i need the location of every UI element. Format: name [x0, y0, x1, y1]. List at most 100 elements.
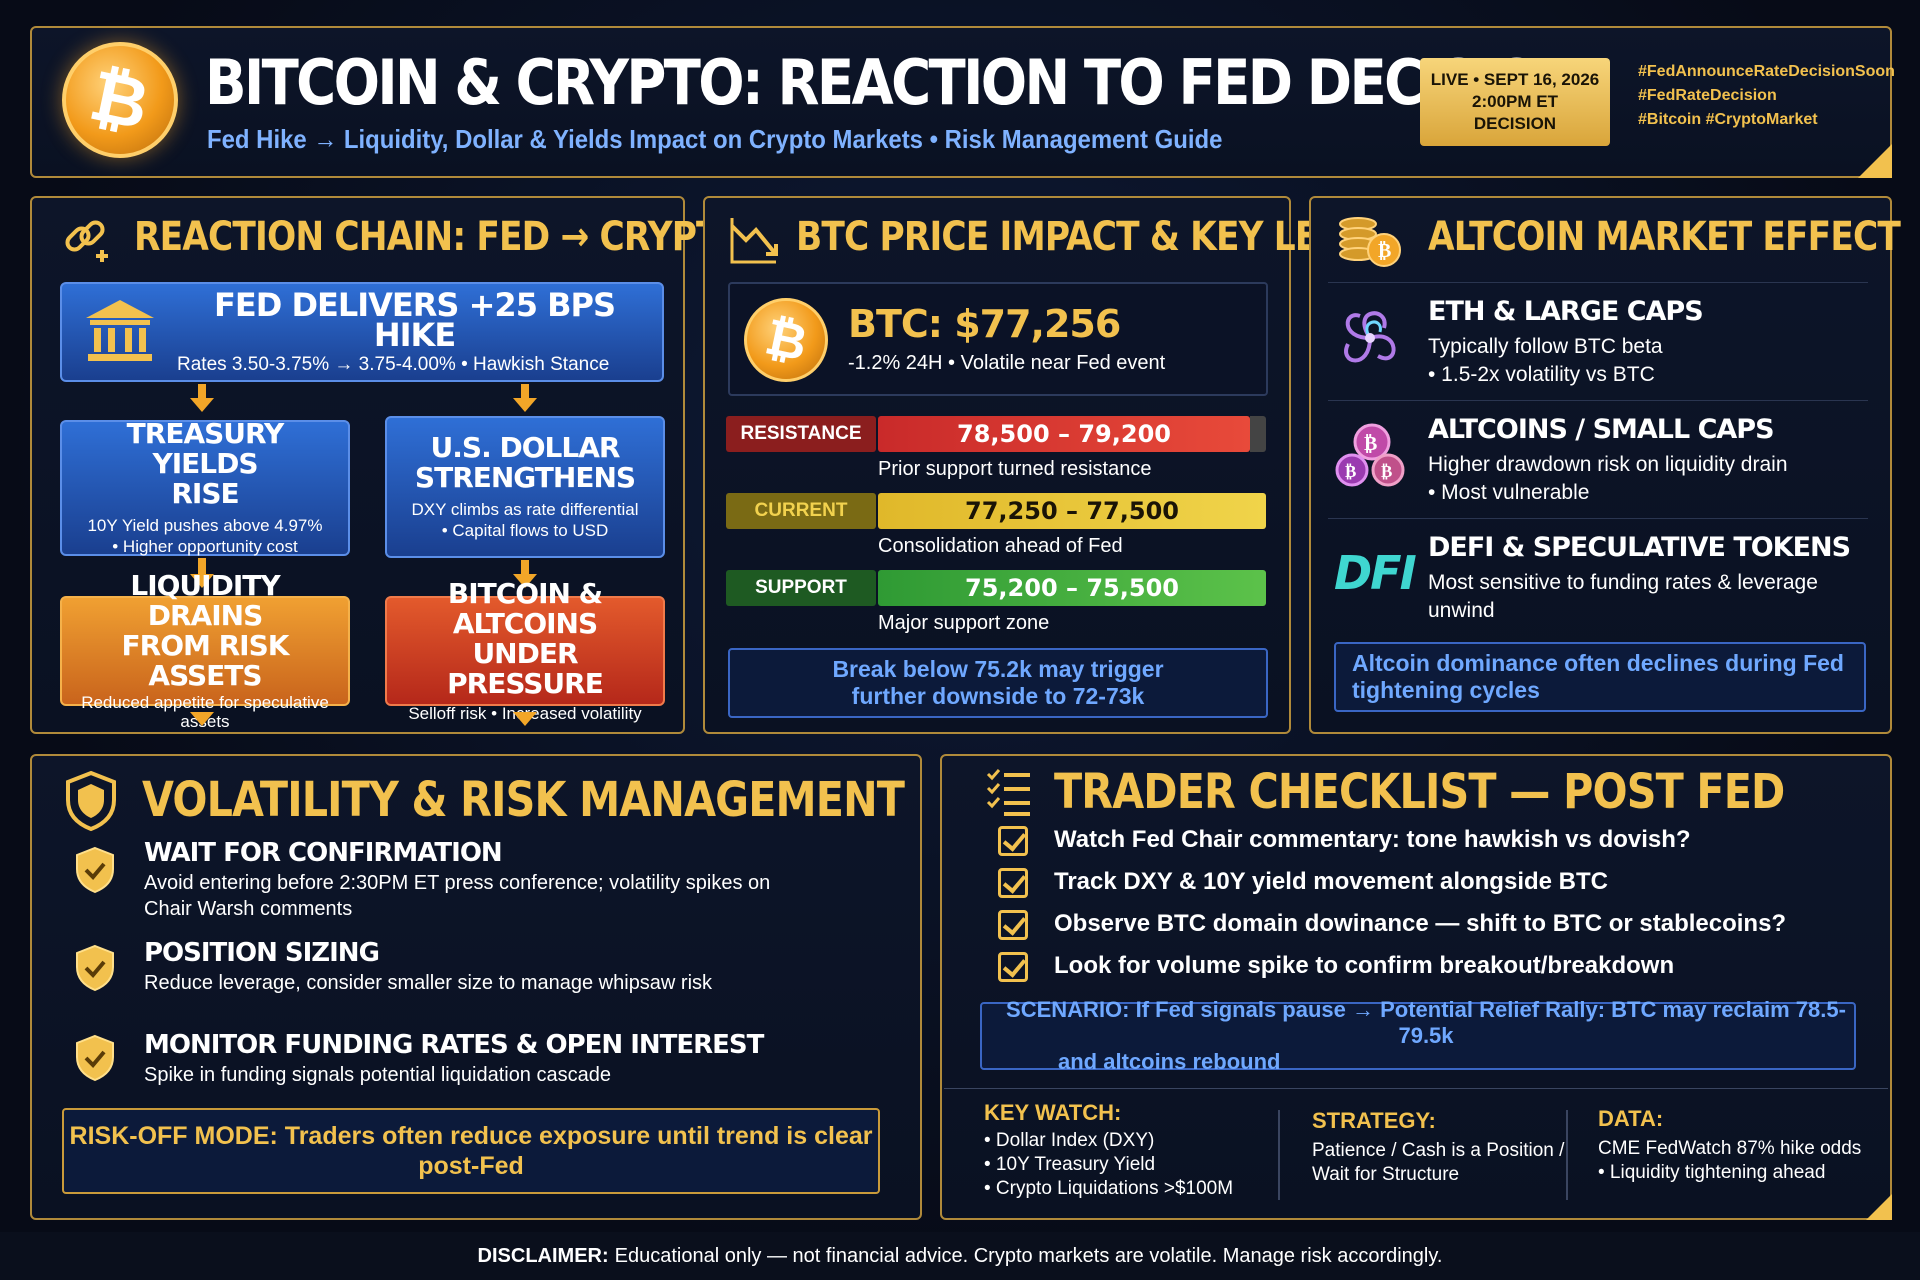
resistance-tag: RESISTANCE	[726, 416, 876, 452]
disclaimer-text: Educational only — not financial advice.…	[614, 1244, 1443, 1267]
resistance-range: 78,500 – 79,200	[878, 416, 1250, 452]
risk-off-note: RISK-OFF MODE: Traders often reduce expo…	[62, 1108, 880, 1194]
data-text: CME FedWatch 87% hike odds	[1598, 1138, 1862, 1159]
checkbox-icon[interactable]	[998, 910, 1028, 940]
current-level: CURRENT 77,250 – 77,500 Consolidation ah…	[726, 493, 1266, 557]
defi-title: DEFI & SPECULATIVE TOKENS	[1428, 532, 1851, 563]
break-below-note: Break below 75.2k may trigger further do…	[728, 648, 1268, 718]
us-dollar-title-1: U.S. DOLLAR	[430, 431, 621, 464]
risk-off-label: RISK-OFF MODE:	[69, 1122, 278, 1150]
key-watch-item: • 10Y Treasury Yield	[984, 1154, 1156, 1175]
checklist-title: TRADER CHECKLIST — POST FED	[1054, 764, 1785, 820]
support-range: 75,200 – 75,500	[878, 570, 1266, 606]
bank-icon	[86, 300, 154, 361]
shield-icon	[66, 770, 116, 832]
key-watch-item: • Dollar Index (DXY)	[984, 1130, 1155, 1151]
live-badge: LIVE • SEPT 16, 2026 2:00PM ET DECISION	[1420, 58, 1610, 146]
risk-item-sub: Avoid entering before 2:30PM ET press co…	[144, 872, 771, 894]
shield-check-icon	[76, 1034, 114, 1082]
page-subtitle: Fed Hike → Liquidity, Dollar & Yields Im…	[207, 124, 1223, 154]
defi-logo: DFI	[1334, 546, 1417, 600]
risk-item-sub: Chair Warsh comments	[144, 898, 353, 920]
chain-link-icon	[65, 220, 108, 262]
liquidity-title-2: FROM RISK ASSETS	[121, 629, 290, 692]
fed-hike-title: FED DELIVERS +25 BPS HIKE	[214, 285, 616, 354]
eth-swirl-icon	[1344, 311, 1396, 363]
strategy-text-2: Wait for Structure	[1312, 1164, 1460, 1185]
coins-stack-icon: ₿	[1339, 217, 1401, 267]
risk-item-title: MONITOR FUNDING RATES & OPEN INTEREST	[144, 1030, 764, 1060]
strategy-title: STRATEGY:	[1312, 1108, 1436, 1133]
support-level: SUPPORT 75,200 – 75,500 Major support zo…	[726, 570, 1266, 634]
strategy-text: Patience / Cash is a Position /	[1312, 1140, 1565, 1161]
risk-title: VOLATILITY & RISK MANAGEMENT	[142, 772, 905, 828]
eth-sub-1: Typically follow BTC beta	[1428, 335, 1663, 358]
defi-sub-1: Most sensitive to funding rates & levera…	[1428, 571, 1818, 594]
liquidity-drains-box: LIQUIDITY DRAINS FROM RISK ASSETS Reduce…	[60, 571, 350, 731]
current-note: Consolidation ahead of Fed	[878, 535, 1123, 557]
svg-text:₿: ₿	[1364, 431, 1377, 455]
data-title: DATA:	[1598, 1106, 1664, 1131]
resistance-level: RESISTANCE 78,500 – 79,200 Prior support…	[726, 416, 1266, 480]
defi-sub-2: unwind	[1428, 599, 1495, 622]
hashtag: #FedAnnounceRateDecisionSoon	[1638, 63, 1895, 80]
btc-pressure-title-1: BITCOIN & ALTCOINS	[447, 576, 603, 640]
support-tag: SUPPORT	[726, 570, 876, 606]
fed-hike-sub: Rates 3.50-3.75% → 3.75-4.00% • Hawkish …	[177, 353, 610, 375]
svg-text:₿: ₿	[1381, 462, 1392, 482]
svg-text:₿: ₿	[1345, 462, 1356, 482]
checkbox-icon[interactable]	[998, 826, 1028, 856]
risk-item-title: POSITION SIZING	[144, 938, 380, 968]
small-caps-sub-2: • Most vulnerable	[1428, 481, 1590, 504]
liquidity-title-1: LIQUIDITY DRAINS	[130, 569, 280, 632]
btc-change: -1.2% 24H • Volatile near Fed event	[848, 352, 1166, 374]
checkbox-icon[interactable]	[998, 868, 1028, 898]
page-title: BITCOIN & CRYPTO: REACTION TO FED DECISI…	[205, 46, 1583, 119]
checklist-item: Watch Fed Chair commentary: tone hawkish…	[1054, 826, 1691, 853]
eth-sub-2: • 1.5-2x volatility vs BTC	[1428, 363, 1655, 386]
risk-item-title: WAIT FOR CONFIRMATION	[144, 838, 503, 868]
us-dollar-sub-2: • Capital flows to USD	[441, 521, 609, 540]
data-text-2: • Liquidity tightening ahead	[1598, 1162, 1826, 1183]
shield-check-icon	[76, 846, 114, 894]
us-dollar-title-2: STRENGTHENS	[414, 461, 636, 494]
checklist-item: Track DXY & 10Y yield movement alongside…	[1054, 868, 1608, 895]
checklist-icon	[986, 769, 1030, 816]
us-dollar-box: U.S. DOLLAR STRENGTHENS DXY climbs as ra…	[385, 416, 665, 558]
current-tag: CURRENT	[726, 493, 876, 529]
btc-price: BTC: $77,256	[848, 302, 1121, 346]
hashtags: #FedAnnounceRateDecisionSoon #FedRateDec…	[1638, 60, 1895, 132]
treasury-yields-box: TREASURY YIELDS RISE 10Y Yield pushes ab…	[60, 417, 350, 556]
btc-pressure-title-2: UNDER PRESSURE	[447, 636, 604, 700]
reaction-chain-title: REACTION CHAIN: FED → CRYPTO	[134, 214, 748, 260]
liquidity-sub-1: Reduced appetite for speculative	[81, 693, 329, 712]
current-range: 77,250 – 77,500	[878, 493, 1266, 529]
svg-text:₿: ₿	[1378, 238, 1391, 262]
key-watch-title: KEY WATCH:	[984, 1100, 1122, 1125]
live-date: LIVE • SEPT 16, 2026	[1430, 70, 1600, 89]
scenario-note: SCENARIO: If Fed signals pause → Potenti…	[980, 997, 1856, 1074]
hashtag: #Bitcoin #CryptoMarket	[1638, 111, 1818, 128]
risk-item-sub: Reduce leverage, consider smaller size t…	[144, 972, 713, 994]
treasury-yields-title-2: RISE	[171, 477, 239, 510]
small-caps-title: ALTCOINS / SMALL CAPS	[1428, 414, 1775, 445]
disclaimer-label: DISCLAIMER:	[477, 1244, 609, 1267]
eth-title: ETH & LARGE CAPS	[1428, 296, 1704, 327]
disclaimer-bar: DISCLAIMER: Educational only — not finan…	[0, 1232, 1920, 1280]
treasury-yields-title-1: TREASURY YIELDS	[126, 417, 285, 480]
live-label: DECISION	[1473, 114, 1557, 133]
live-time: 2:00PM ET	[1472, 92, 1558, 111]
altcoin-title: ALTCOIN MARKET EFFECT	[1428, 214, 1901, 260]
btc-pressure-box: BITCOIN & ALTCOINS UNDER PRESSURE Sellof…	[385, 578, 665, 723]
risk-off-text-2: post-Fed	[418, 1152, 524, 1180]
scenario-text: SCENARIO: If Fed signals pause → Potenti…	[1006, 997, 1846, 1048]
small-caps-sub-1: Higher drawdown risk on liquidity drain	[1428, 453, 1788, 476]
treasury-yields-sub-1: 10Y Yield pushes above 4.97%	[87, 516, 323, 535]
bitcoin-coin-icon: ₿	[744, 298, 828, 382]
checklist-item: Look for volume spike to confirm breakou…	[1054, 952, 1675, 979]
checkbox-icon[interactable]	[998, 952, 1028, 982]
key-watch-item: • Crypto Liquidations >$100M	[984, 1178, 1234, 1199]
support-note: Major support zone	[878, 612, 1050, 634]
risk-off-text: Traders often reduce exposure until tren…	[284, 1122, 873, 1150]
treasury-yields-sub-2: • Higher opportunity cost	[112, 537, 298, 556]
